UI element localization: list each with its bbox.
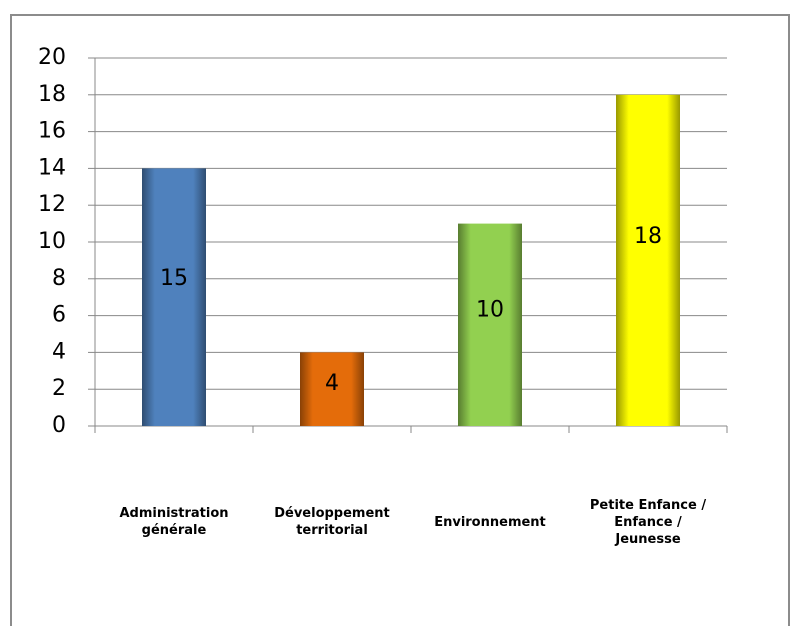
y-tick-label: 16 — [38, 119, 66, 144]
bar-annotation: 10 — [476, 298, 504, 323]
y-tick-label: 2 — [52, 376, 66, 401]
y-tick-label: 10 — [38, 229, 66, 254]
bar-annotation: 4 — [325, 371, 339, 396]
y-tick-label: 0 — [52, 413, 66, 438]
bar — [458, 223, 522, 426]
y-tick-label: 18 — [38, 82, 66, 107]
x-tick-label: Environnement — [434, 514, 546, 530]
bar-annotation: 15 — [160, 266, 188, 291]
bar-annotation: 18 — [634, 224, 662, 249]
bar — [616, 94, 680, 427]
y-tick-label: 8 — [52, 266, 66, 291]
x-tick-label: Petite Enfance / Enfance / Jeunesse — [589, 497, 707, 547]
bar — [300, 352, 364, 426]
bar — [142, 168, 206, 426]
y-tick-label: 4 — [52, 339, 66, 364]
y-tick-label: 6 — [52, 303, 66, 328]
y-tick-label: 14 — [38, 155, 66, 180]
x-tick-label: Développement territorial — [274, 506, 390, 538]
y-tick-label: 12 — [38, 192, 66, 217]
y-tick-label: 20 — [38, 45, 66, 70]
frame — [10, 14, 790, 626]
x-tick-label: Administration générale — [119, 506, 229, 538]
